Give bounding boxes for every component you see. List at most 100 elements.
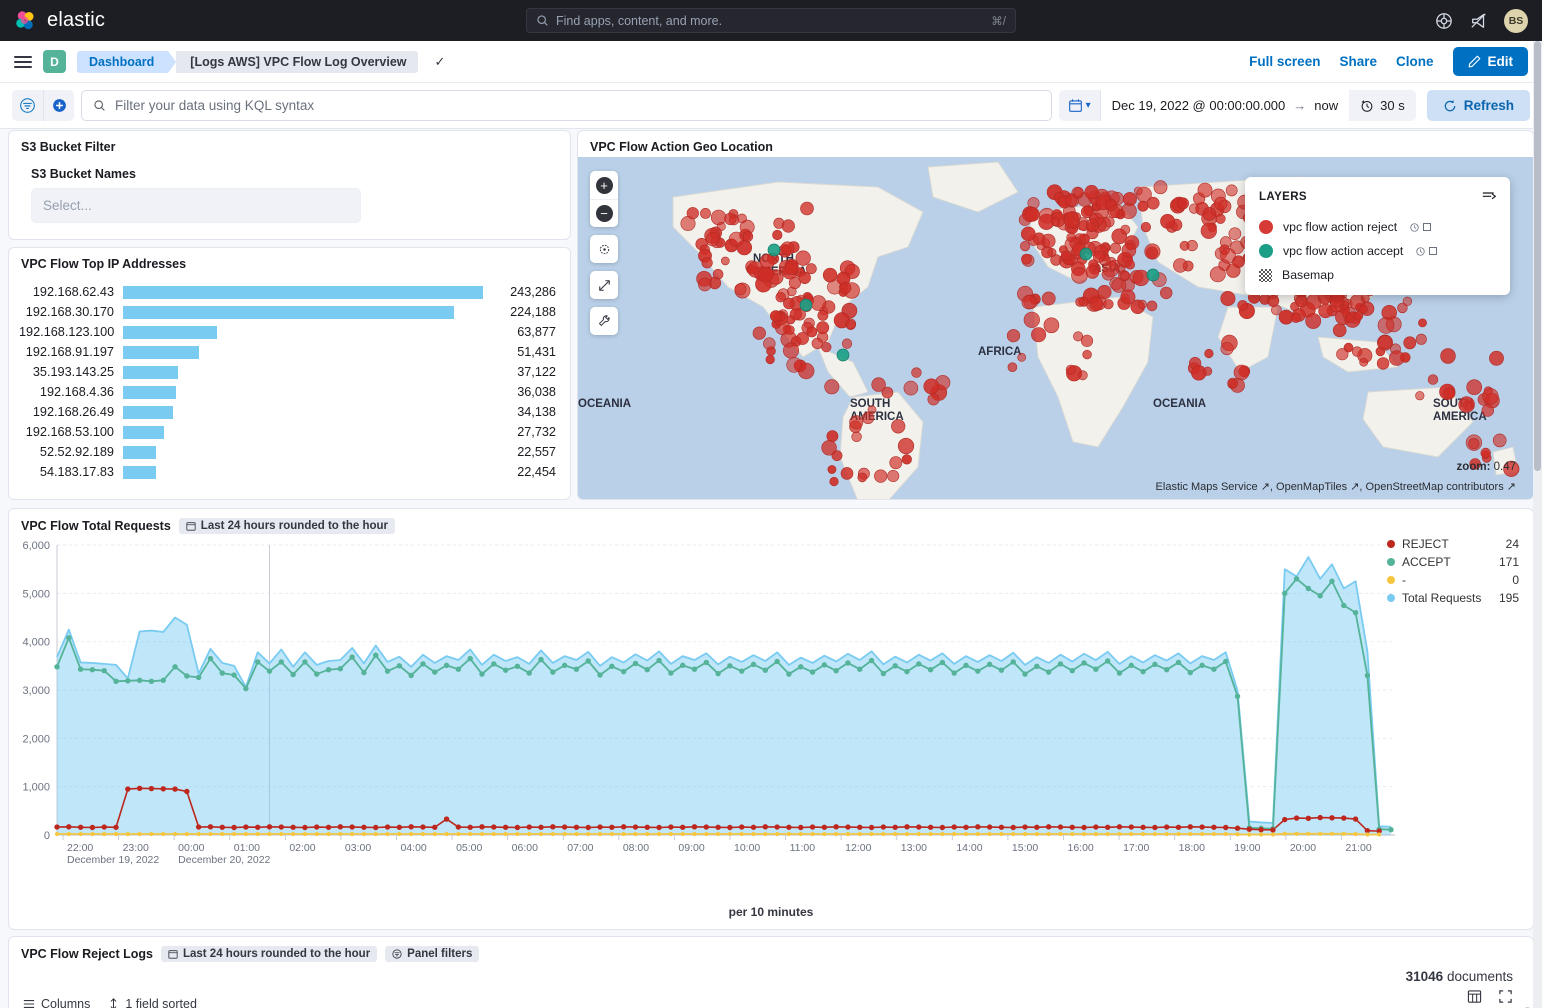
refresh-interval-display[interactable]: 30 s — [1349, 90, 1416, 121]
map-point-reject[interactable] — [829, 476, 839, 487]
map-point-reject[interactable] — [1267, 294, 1280, 307]
map-point-reject[interactable] — [1050, 254, 1062, 266]
map-point-reject[interactable] — [763, 337, 776, 350]
map-point-reject[interactable] — [821, 440, 837, 456]
map-point-reject[interactable] — [839, 281, 852, 294]
top-ip-row[interactable]: 52.52.92.189 22,557 — [19, 442, 556, 462]
map-point-reject[interactable] — [752, 326, 766, 340]
map-point-reject[interactable] — [775, 292, 786, 303]
map-point-reject[interactable] — [1220, 342, 1234, 356]
map-point-reject[interactable] — [700, 208, 711, 219]
time-range-badge-logs[interactable]: Last 24 hours rounded to the hour — [160, 946, 378, 962]
map-point-reject[interactable] — [1020, 240, 1031, 252]
map-point-reject[interactable] — [927, 393, 940, 406]
map-point-reject[interactable] — [1146, 196, 1160, 210]
map-point-reject[interactable] — [1137, 200, 1149, 212]
map-point-reject[interactable] — [1351, 346, 1363, 357]
legend-item[interactable]: ACCEPT 171 — [1387, 553, 1519, 571]
map-point-reject[interactable] — [783, 342, 800, 359]
map-point-reject[interactable] — [1092, 250, 1105, 263]
share-button[interactable]: Share — [1339, 54, 1377, 69]
map-point-reject[interactable] — [901, 454, 912, 465]
top-ip-row[interactable]: 192.168.62.43 243,286 — [19, 282, 556, 302]
legend-item[interactable]: -0 — [1387, 571, 1519, 589]
map-point-reject[interactable] — [827, 465, 837, 474]
map-point-reject[interactable] — [1017, 352, 1027, 362]
map-point-reject[interactable] — [1051, 216, 1061, 226]
map-point-reject[interactable] — [1073, 187, 1084, 198]
map-point-reject[interactable] — [1006, 329, 1021, 343]
breadcrumb-item-current[interactable]: [Logs AWS] VPC Flow Log Overview — [168, 50, 418, 73]
map-point-accept[interactable] — [836, 348, 850, 362]
map-point-reject[interactable] — [1140, 221, 1152, 233]
map-point-reject[interactable] — [1025, 206, 1040, 222]
map-point-reject[interactable] — [1403, 336, 1417, 350]
map-point-reject[interactable] — [701, 257, 713, 269]
layer-item-basemap[interactable]: Basemap — [1245, 263, 1510, 287]
map-point-reject[interactable] — [923, 378, 940, 395]
full-screen-button[interactable]: Full screen — [1249, 54, 1321, 69]
map-point-reject[interactable] — [798, 271, 811, 285]
map-point-reject[interactable] — [874, 469, 888, 483]
map-tools-button[interactable] — [590, 307, 618, 335]
map-point-reject[interactable] — [1225, 184, 1238, 197]
map-point-reject[interactable] — [1359, 305, 1368, 314]
map-point-reject[interactable] — [1085, 218, 1100, 232]
page-scrollbar-thumb[interactable] — [1534, 41, 1541, 471]
map-point-reject[interactable] — [889, 456, 903, 470]
map-point-reject[interactable] — [1007, 362, 1018, 372]
kql-query-input[interactable]: Filter your data using KQL syntax — [81, 90, 1052, 121]
map-point-reject[interactable] — [698, 277, 712, 292]
map-point-reject[interactable] — [1415, 333, 1427, 345]
map-canvas[interactable]: NORTHAMERICASOUTHAMERICAAFRICAASIAOCEANI… — [578, 157, 1533, 499]
map-point-reject[interactable] — [724, 212, 737, 226]
map-point-reject[interactable] — [1440, 348, 1456, 364]
map-point-reject[interactable] — [1466, 379, 1483, 395]
map-point-reject[interactable] — [1233, 364, 1250, 381]
map-point-reject[interactable] — [1329, 292, 1345, 308]
map-point-reject[interactable] — [1376, 357, 1390, 370]
map-point-reject[interactable] — [1047, 248, 1057, 258]
map-point-reject[interactable] — [826, 430, 839, 443]
map-point-reject[interactable] — [824, 379, 840, 395]
map-point-reject[interactable] — [1125, 259, 1135, 270]
map-point-reject[interactable] — [1482, 388, 1499, 405]
fullscreen-icon[interactable] — [1498, 989, 1513, 1008]
map-point-reject[interactable] — [1388, 350, 1405, 366]
map-point-reject[interactable] — [1089, 296, 1104, 312]
map-point-reject[interactable] — [786, 315, 796, 325]
map-point-reject[interactable] — [781, 219, 795, 233]
map-point-reject[interactable] — [1295, 294, 1308, 308]
map-point-reject[interactable] — [1202, 207, 1217, 221]
map-point-reject[interactable] — [1021, 253, 1032, 265]
map-point-reject[interactable] — [1120, 270, 1131, 281]
map-point-reject[interactable] — [1290, 312, 1302, 323]
map-point-reject[interactable] — [765, 354, 775, 365]
elastic-logo[interactable]: elastic — [14, 9, 105, 33]
map-point-reject[interactable] — [772, 229, 783, 241]
map-point-reject[interactable] — [1137, 299, 1147, 309]
map-point-accept[interactable] — [767, 243, 781, 257]
map-point-reject[interactable] — [1492, 433, 1507, 448]
map-point-reject[interactable] — [1345, 314, 1355, 323]
map-point-reject[interactable] — [1458, 396, 1475, 413]
top-ip-row[interactable]: 192.168.30.170 224,188 — [19, 302, 556, 322]
map-point-reject[interactable] — [1031, 327, 1047, 343]
map-point-reject[interactable] — [1066, 232, 1076, 243]
map-point-reject[interactable] — [840, 467, 854, 480]
map-point-reject[interactable] — [1021, 295, 1036, 310]
layer-visibility-icon[interactable] — [1429, 247, 1438, 255]
map-point-reject[interactable] — [705, 232, 720, 247]
map-point-reject[interactable] — [1065, 194, 1078, 207]
breadcrumb-item-dashboard[interactable]: Dashboard — [77, 50, 177, 73]
map-point-reject[interactable] — [742, 231, 754, 242]
map-point-reject[interactable] — [1103, 299, 1114, 310]
refresh-button[interactable]: Refresh — [1426, 90, 1530, 121]
map-point-reject[interactable] — [911, 367, 922, 378]
map-point-reject[interactable] — [1336, 348, 1349, 361]
megaphone-icon[interactable] — [1469, 11, 1488, 30]
map-point-reject[interactable] — [1121, 243, 1137, 258]
map-point-reject[interactable] — [1200, 222, 1217, 239]
map-point-accept[interactable] — [1079, 247, 1093, 261]
map-point-reject[interactable] — [1043, 317, 1060, 334]
